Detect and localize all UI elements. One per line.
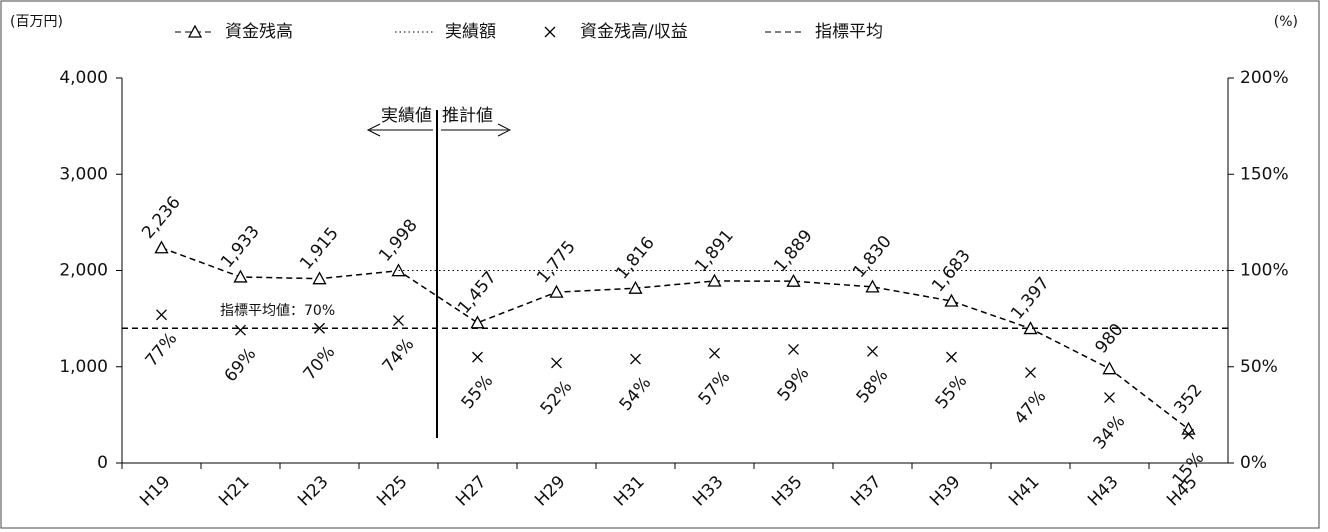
triangle-marker [187,24,203,38]
value-label: 2,236 [138,193,185,243]
x-marker [1025,367,1036,378]
estimate-label: 推計値 [442,106,493,126]
triangle-marker [1102,361,1117,375]
y2-tick-label: 0% [1240,453,1267,473]
x-tick-label: H43 [1084,472,1122,510]
x-tick-label: H33 [689,472,727,510]
triangle-marker [865,279,880,293]
triangle-marker [470,315,485,329]
y2-tick-label: 100% [1240,261,1289,281]
value-label: 52% [537,377,577,419]
value-label: 69% [221,344,261,386]
y-tick-label: 2,000 [59,261,108,281]
x-marker [1183,428,1194,440]
value-label: 1,775 [533,237,580,287]
value-label: 1,457 [454,268,501,318]
x-marker [156,309,167,321]
series-line [161,247,1189,430]
legend-label: 資金残高 [225,22,293,42]
y2-tick-label: 50% [1240,357,1278,377]
legend-label: 資金残高/収益 [580,22,688,42]
y-unit: (百万円) [10,14,63,30]
value-label: 1,933 [217,222,264,272]
value-label: 352 [1170,380,1206,418]
y2-tick-label: 200% [1240,68,1289,88]
x-marker [946,351,957,363]
y2-unit: (%) [1274,14,1298,30]
triangle-marker [549,284,564,298]
arrows [366,123,512,137]
value-label: 55% [458,371,498,413]
x-tick-label: H29 [531,472,569,510]
x-tick-label: H23 [294,472,332,510]
x-tick-label: H37 [847,472,885,510]
triangle-marker [312,271,327,285]
value-label: 1,683 [928,246,975,296]
value-label: 47% [1011,387,1051,429]
x-marker [314,322,325,334]
value-label: 70% [300,342,340,384]
value-label: 1,891 [691,226,738,276]
triangle-marker [707,273,722,287]
x-tick-label: H27 [452,472,490,510]
x-marker [709,347,720,359]
average-label: 指標平均値：70% [220,303,335,319]
x-marker [867,345,878,357]
value-label: 55% [932,371,972,413]
triangle-marker [1181,421,1196,435]
x-tick-label: H31 [610,472,648,510]
triangle-marker [944,293,959,307]
x-marker [393,315,404,327]
x-tick-label: H21 [215,472,253,510]
triangle-marker [628,280,643,294]
value-label: 58% [853,365,893,407]
value-label: 54% [616,373,656,415]
actual-label: 実績値 [381,106,432,126]
x-marker [235,324,246,336]
value-label: 1,889 [770,226,817,276]
x-tick-label: H39 [926,472,964,510]
value-label: 74% [379,335,419,377]
x-marker [1104,392,1115,404]
y-tick-label: 0 [97,453,108,473]
x-tick-label: H19 [136,472,174,510]
y-tick-label: 3,000 [59,164,108,184]
y-tick-label: 1,000 [59,357,108,377]
legend-label: 実績額 [445,22,496,42]
value-label: 77% [142,329,182,371]
triangle-marker [233,269,248,283]
value-label: 34% [1090,412,1130,454]
value-label: 980 [1091,320,1127,358]
y-tick-label: 4,000 [59,68,108,88]
value-label: 59% [774,364,814,406]
value-label: 1,998 [375,216,422,266]
x-marker [630,353,641,365]
x-marker [551,357,562,369]
value-label: 1,816 [612,233,659,283]
legend-label: 指標平均 [815,22,883,42]
triangle-marker [154,240,169,254]
y2-tick-label: 150% [1240,164,1289,184]
value-label: 57% [695,367,735,409]
x-tick-label: H41 [1005,472,1043,510]
x-tick-label: H25 [373,472,411,510]
value-label: 1,915 [296,224,343,274]
value-label: 1,830 [849,232,896,282]
x-marker [544,26,556,38]
value-label: 1,397 [1007,273,1054,323]
triangle-marker [786,273,801,287]
x-marker [788,343,799,355]
x-marker [472,351,483,363]
x-tick-label: H35 [768,472,806,510]
